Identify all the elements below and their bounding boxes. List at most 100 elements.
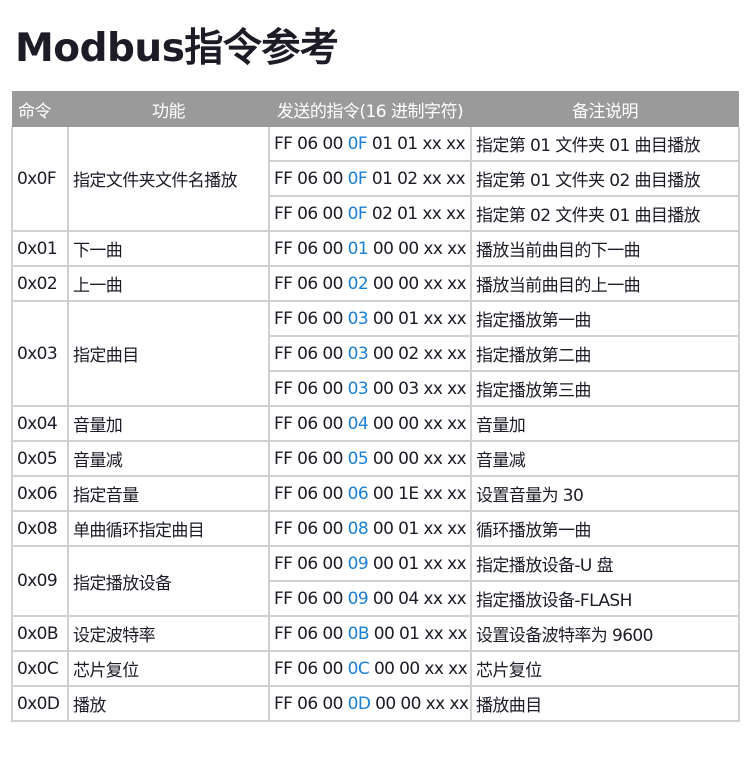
command-bytes: FF 06 00 — [274, 448, 348, 469]
table-row: FF 06 00 0F 01 02 xx xx 指定第 01 文件夹 02 曲目播… — [12, 160, 740, 197]
command-bytes: 01 02 xx xx — [367, 168, 466, 189]
command-code-highlight: 0C — [347, 658, 370, 679]
command-bytes: 00 03 xx xx — [368, 378, 467, 399]
send-command-cell: FF 06 00 03 00 02 xx xx — [268, 335, 472, 372]
command-bytes: FF 06 00 — [274, 553, 348, 574]
command-bytes: 00 04 xx xx — [368, 588, 467, 609]
remarks-cell: 指定播放设备-FLASH — [470, 580, 740, 617]
send-command-cell: FF 06 00 03 00 01 xx xx — [268, 300, 472, 337]
command-cell: 0x08 — [11, 510, 69, 547]
command-bytes: FF 06 00 — [274, 273, 348, 294]
table-row: FF 06 00 03 00 02 xx xx 指定播放第二曲 — [12, 335, 740, 372]
table-row: 0x0B 设定波特率 FF 06 00 0B 00 01 xx xx 设置设备波特率为… — [11, 615, 740, 652]
command-cell: 0x0D — [11, 685, 69, 722]
table-row: 0x0C 芯片复位 FF 06 00 0C 00 00 xx xx 芯片复位 — [11, 650, 740, 687]
header-send-command: 发送的指令(16 进制字符) — [269, 91, 471, 127]
header-remarks: 备注说明 — [471, 91, 739, 127]
remarks-cell: 播放曲目 — [470, 685, 740, 722]
command-code-highlight: 0F — [347, 203, 368, 224]
table-row: FF 06 00 0F 02 01 xx xx 指定第 02 文件夹 01 曲目播… — [12, 195, 740, 232]
command-bytes: 00 02 xx xx — [368, 343, 467, 364]
command-bytes: 00 01 xx xx — [368, 553, 467, 574]
table-body: 0x0F 指定文件夹文件名播放 FF 06 00 0F 01 01 xx xx 指定第… — [11, 127, 740, 722]
command-cell: 0x02 — [11, 265, 69, 302]
command-bytes: FF 06 00 — [274, 343, 348, 364]
table-row: 0x05 音量减 FF 06 00 05 00 00 xx xx 音量减 — [11, 440, 740, 477]
command-code-highlight: 06 — [347, 483, 369, 504]
command-code-highlight: 02 — [347, 273, 369, 294]
remarks-cell: 音量减 — [470, 440, 740, 477]
command-bytes: 00 00 xx xx — [368, 238, 467, 259]
command-bytes: FF 06 00 — [274, 168, 348, 189]
command-code-highlight: 03 — [347, 343, 369, 364]
command-cell: 0x03 — [11, 300, 69, 407]
function-cell: 音量减 — [67, 440, 270, 477]
command-bytes: FF 06 00 — [274, 133, 348, 154]
command-code-highlight: 05 — [347, 448, 369, 469]
command-bytes: 02 01 xx xx — [367, 203, 466, 224]
table-row: 0x09 指定播放设备 FF 06 00 09 00 01 xx xx 指定播放设备-… — [11, 545, 740, 617]
command-bytes: FF 06 00 — [274, 413, 348, 434]
send-command-cell: FF 06 00 09 00 01 xx xx — [268, 545, 472, 582]
command-bytes: 00 00 xx xx — [369, 658, 468, 679]
command-bytes: FF 06 00 — [274, 308, 348, 329]
send-command-cell: FF 06 00 0D 00 00 xx xx — [268, 685, 472, 722]
send-command-cell: FF 06 00 03 00 03 xx xx — [268, 370, 472, 407]
table-row: FF 06 00 03 00 03 xx xx 指定播放第三曲 — [12, 370, 740, 407]
command-code-highlight: 09 — [347, 553, 369, 574]
remarks-cell: 播放当前曲目的下一曲 — [470, 230, 740, 267]
command-bytes: 00 01 xx xx — [368, 518, 467, 539]
command-bytes: 00 1E xx xx — [368, 483, 467, 504]
function-cell: 芯片复位 — [67, 650, 270, 687]
remarks-cell: 指定第 01 文件夹 01 曲目播放 — [470, 127, 740, 162]
send-command-cell: FF 06 00 05 00 00 xx xx — [268, 440, 472, 477]
command-cell: 0x05 — [11, 440, 69, 477]
remarks-cell: 指定第 01 文件夹 02 曲目播放 — [470, 160, 740, 197]
remarks-cell: 设置音量为 30 — [470, 475, 740, 512]
command-code-highlight: 04 — [347, 413, 369, 434]
function-cell: 音量加 — [67, 405, 270, 442]
command-bytes: FF 06 00 — [274, 588, 348, 609]
send-command-cell: FF 06 00 0F 01 02 xx xx — [268, 160, 472, 197]
command-code-highlight: 01 — [347, 238, 369, 259]
command-bytes: FF 06 00 — [274, 623, 348, 644]
command-code-highlight: 08 — [347, 518, 369, 539]
command-cell: 0x04 — [11, 405, 69, 442]
table-row: 0x06 指定音量 FF 06 00 06 00 1E xx xx 设置音量为 30 — [11, 475, 740, 512]
function-cell: 单曲循环指定曲目 — [67, 510, 270, 547]
remarks-cell: 指定播放第三曲 — [470, 370, 740, 407]
command-bytes: FF 06 00 — [274, 378, 348, 399]
command-code-highlight: 0F — [347, 133, 368, 154]
command-bytes: 00 00 xx xx — [368, 448, 467, 469]
header-function: 功能 — [68, 91, 269, 127]
table-row: 0x02 上一曲 FF 06 00 02 00 00 xx xx 播放当前曲目的上一曲 — [11, 265, 740, 302]
function-cell: 下一曲 — [67, 230, 270, 267]
command-bytes: 01 01 xx xx — [367, 133, 466, 154]
send-command-cell: FF 06 00 0F 02 01 xx xx — [268, 195, 472, 232]
function-cell: 设定波特率 — [67, 615, 270, 652]
command-code-highlight: 0B — [347, 623, 370, 644]
remarks-cell: 指定第 02 文件夹 01 曲目播放 — [470, 195, 740, 232]
function-cell: 指定曲目 — [67, 300, 270, 407]
command-cell: 0x0C — [11, 650, 69, 687]
function-cell: 指定播放设备 — [67, 545, 270, 617]
function-cell: 指定文件夹文件名播放 — [67, 127, 270, 232]
command-code-highlight: 0D — [347, 693, 371, 714]
table-row: 0x04 音量加 FF 06 00 04 00 00 xx xx 音量加 — [11, 405, 740, 442]
command-bytes: FF 06 00 — [274, 518, 348, 539]
remarks-cell: 音量加 — [470, 405, 740, 442]
command-bytes: FF 06 00 — [274, 203, 348, 224]
function-cell: 指定音量 — [67, 475, 270, 512]
modbus-command-table: 命令 功能 发送的指令(16 进制字符) 备注说明 0x0F 指定文件夹文件名播放… — [11, 91, 740, 722]
command-bytes: FF 06 00 — [274, 658, 348, 679]
table-row: FF 06 00 09 00 04 xx xx 指定播放设备-FLASH — [12, 580, 740, 617]
page-title: Modbus指令参考 — [15, 26, 339, 71]
table-row: 0x0D 播放 FF 06 00 0D 00 00 xx xx 播放曲目 — [11, 685, 740, 722]
table-row: 0x03 指定曲目 FF 06 00 03 00 01 xx xx 指定播放第一曲 — [11, 300, 740, 407]
remarks-cell: 循环播放第一曲 — [470, 510, 740, 547]
command-bytes: 00 00 xx xx — [370, 693, 469, 714]
command-bytes: 00 01 xx xx — [368, 623, 468, 644]
table-row: 0x0F 指定文件夹文件名播放 FF 06 00 0F 01 01 xx xx 指定第… — [11, 127, 740, 232]
command-code-highlight: 0F — [347, 168, 368, 189]
remarks-cell: 指定播放第二曲 — [470, 335, 740, 372]
